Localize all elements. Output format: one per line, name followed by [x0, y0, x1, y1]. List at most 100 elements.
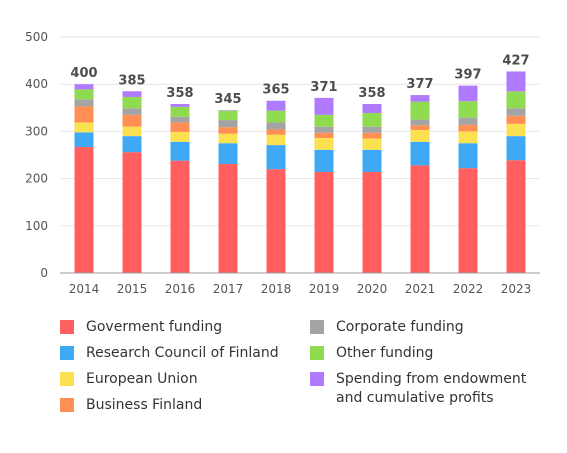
- bar-2021-spending-from-endowment-and-cumulative-profits: [410, 95, 430, 102]
- bar-2017-european-union: [218, 133, 238, 144]
- bar-2016-business-finland: [170, 122, 190, 132]
- legend-swatch-business-finland: [60, 398, 74, 412]
- bar-2022-spending-from-endowment-and-cumulative-profits: [458, 85, 478, 102]
- bar-2022-business-finland: [458, 124, 478, 132]
- legend-swatch-endowment-spending: [310, 372, 324, 386]
- bar-2014-corporate-funding: [74, 99, 94, 107]
- bar-2019-business-finland: [314, 132, 334, 139]
- bar-2021-goverment-funding: [410, 165, 430, 273]
- legend-item-european-union: European Union: [60, 370, 198, 389]
- bar-2018-goverment-funding: [266, 169, 286, 273]
- bar-2019-research-council-of-finland: [314, 149, 334, 172]
- bar-2014-business-finland: [74, 106, 94, 123]
- legend-swatch-corporate-funding: [310, 320, 324, 334]
- bar-2022-european-union: [458, 131, 478, 144]
- bar-2017-other-funding: [218, 110, 238, 121]
- y-tick-label-200: 200: [25, 172, 48, 186]
- legend-label-business-finland: Business Finland: [86, 397, 203, 413]
- bar-2023-european-union: [506, 123, 526, 137]
- legend-item-endowment-spending: Spending from endowment and cumulative p…: [310, 370, 550, 408]
- bar-2020-european-union: [362, 138, 382, 150]
- bar-2016-goverment-funding: [170, 160, 190, 273]
- total-label-2017: 345: [214, 92, 241, 107]
- x-tick-label-2014: 2014: [69, 282, 100, 296]
- bar-2015-goverment-funding: [122, 152, 142, 273]
- bar-2014-research-council-of-finland: [74, 132, 94, 147]
- bar-2023-spending-from-endowment-and-cumulative-profits: [506, 71, 526, 92]
- bar-2023-goverment-funding: [506, 160, 526, 273]
- bar-2022-research-council-of-finland: [458, 143, 478, 169]
- bar-2022-goverment-funding: [458, 168, 478, 273]
- bar-2021-european-union: [410, 129, 430, 142]
- legend-item-other-funding: Other funding: [310, 344, 433, 363]
- bar-2016-spending-from-endowment-and-cumulative-profits: [170, 104, 190, 107]
- bar-2015-other-funding: [122, 96, 142, 109]
- bar-2017-research-council-of-finland: [218, 143, 238, 164]
- bar-2020-business-finland: [362, 132, 382, 139]
- x-tick-label-2019: 2019: [309, 282, 340, 296]
- bar-2016-european-union: [170, 131, 190, 142]
- legend-label-government-funding: Goverment funding: [86, 319, 223, 335]
- bar-2023-other-funding: [506, 91, 526, 109]
- bar-2022-corporate-funding: [458, 117, 478, 125]
- bar-2018-research-council-of-finland: [266, 145, 286, 170]
- x-axis-ticks: 2014 2015 2016 2017 2018 2019 2020 2021 2022 2023: [69, 282, 532, 296]
- legend-swatch-other-funding: [310, 346, 324, 360]
- y-tick-label-300: 300: [25, 124, 48, 138]
- legend-label-research-council: Research Council of Finland: [86, 345, 279, 361]
- bar-2018-corporate-funding: [266, 122, 286, 130]
- x-tick-label-2015: 2015: [117, 282, 148, 296]
- total-label-2023: 427: [502, 53, 529, 68]
- bar-2014-goverment-funding: [74, 146, 94, 273]
- total-label-2019: 371: [310, 80, 337, 95]
- bar-2014-other-funding: [74, 89, 94, 100]
- bar-2020-research-council-of-finland: [362, 149, 382, 172]
- total-label-2021: 377: [406, 77, 433, 92]
- bar-2023-research-council-of-finland: [506, 136, 526, 161]
- legend-label-endowment-spending: Spending from endowment and cumulative p…: [336, 371, 527, 406]
- y-axis-ticks: 0 100 200 300 400 500: [25, 30, 48, 280]
- bar-2015-spending-from-endowment-and-cumulative-profits: [122, 91, 142, 97]
- bar-2023-corporate-funding: [506, 108, 526, 116]
- legend-item-government-funding: Goverment funding: [60, 318, 222, 337]
- x-tick-label-2018: 2018: [261, 282, 292, 296]
- bar-2021-business-finland: [410, 125, 430, 130]
- bar-2015-business-finland: [122, 114, 142, 127]
- y-tick-label-0: 0: [40, 266, 48, 280]
- bar-2022-other-funding: [458, 101, 478, 118]
- legend-item-research-council: Research Council of Finland: [60, 344, 279, 363]
- legend-swatch-government-funding: [60, 320, 74, 334]
- bar-2019-spending-from-endowment-and-cumulative-profits: [314, 97, 334, 115]
- legend-label-corporate-funding: Corporate funding: [336, 319, 464, 335]
- total-label-2014: 400: [70, 66, 97, 81]
- total-labels: 400 385 358 345 365 371 358 377 397 427: [70, 53, 529, 107]
- total-label-2022: 397: [454, 68, 481, 83]
- x-tick-label-2020: 2020: [357, 282, 388, 296]
- x-tick-label-2016: 2016: [165, 282, 196, 296]
- legend-swatch-research-council: [60, 346, 74, 360]
- bar-2021-corporate-funding: [410, 119, 430, 126]
- bar-2018-other-funding: [266, 110, 286, 123]
- legend-label-european-union: European Union: [86, 371, 198, 387]
- bar-2015-corporate-funding: [122, 108, 142, 115]
- bar-2021-other-funding: [410, 101, 430, 120]
- bar-2019-other-funding: [314, 114, 334, 127]
- bar-2021-research-council-of-finland: [410, 141, 430, 166]
- y-tick-label-500: 500: [25, 30, 48, 44]
- x-tick-label-2022: 2022: [453, 282, 484, 296]
- bar-2017-business-finland: [218, 127, 238, 134]
- legend-swatch-european-union: [60, 372, 74, 386]
- bar-2017-goverment-funding: [218, 163, 238, 273]
- bar-2019-corporate-funding: [314, 126, 334, 133]
- x-tick-label-2023: 2023: [501, 282, 532, 296]
- bar-2023-business-finland: [506, 115, 526, 124]
- bars: [74, 71, 526, 273]
- legend-label-other-funding: Other funding: [336, 345, 434, 361]
- y-tick-label-400: 400: [25, 77, 48, 91]
- total-label-2020: 358: [358, 86, 385, 101]
- bar-2019-goverment-funding: [314, 171, 334, 273]
- bar-2018-european-union: [266, 134, 286, 146]
- legend-item-corporate-funding: Corporate funding: [310, 318, 464, 337]
